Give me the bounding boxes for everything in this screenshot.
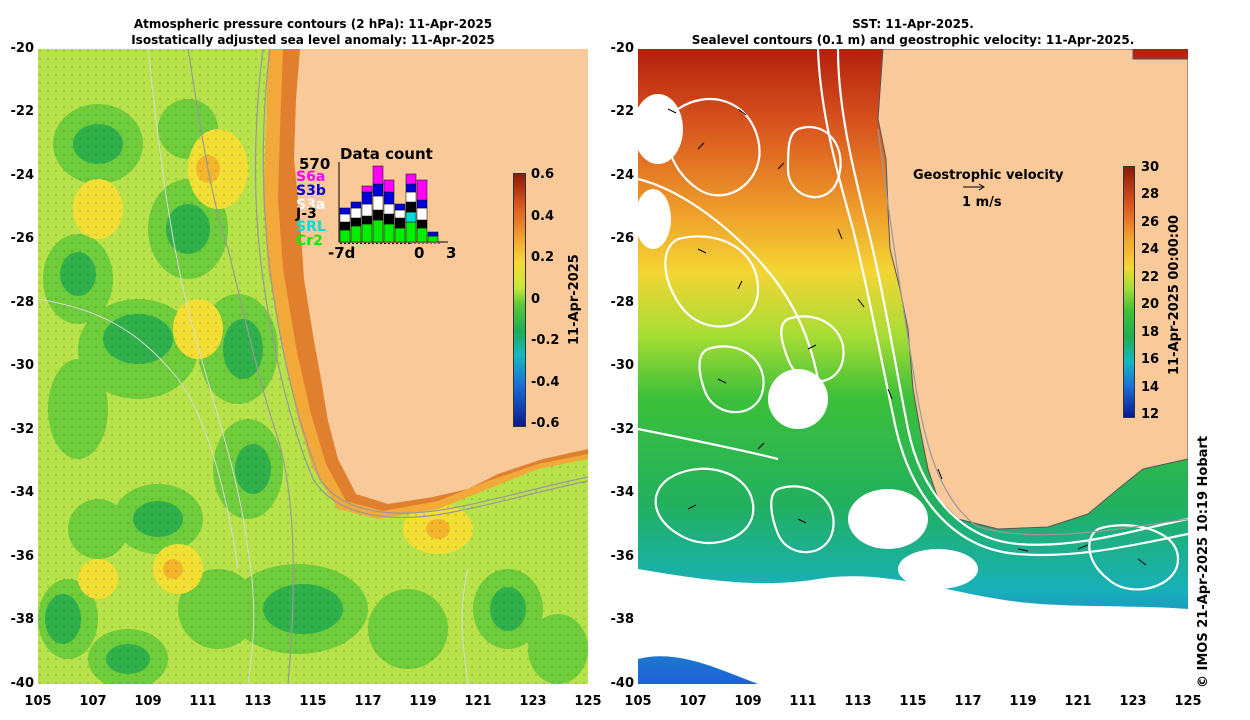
y-tick: -22 (610, 104, 635, 119)
data-count-title: Data count (340, 145, 433, 163)
hist-x-label-end: 3 (446, 244, 457, 262)
y-tick: -38 (10, 612, 35, 627)
cb-tick: 0 (531, 292, 541, 307)
y-tick: -32 (10, 422, 35, 437)
sat-label-s6a: S6a (296, 169, 326, 185)
x-tick: 115 (299, 694, 327, 709)
sat-label-s3b: S3b (296, 183, 326, 199)
cb-tick: 0.6 (531, 167, 555, 182)
y-tick: -32 (610, 422, 635, 437)
y-tick: -24 (610, 168, 635, 183)
right-title-line1: SST: 11-Apr-2025. (852, 17, 974, 31)
x-tick: 119 (409, 694, 437, 709)
sat-label-srl: SRL (296, 219, 326, 235)
y-tick: -28 (10, 295, 35, 310)
y-tick: -40 (610, 676, 635, 691)
y-tick: -20 (610, 41, 635, 56)
x-tick: 111 (789, 694, 817, 709)
y-tick: -24 (10, 168, 35, 183)
cb-tick: 12 (1141, 407, 1160, 422)
x-tick: 123 (519, 694, 547, 709)
y-tick: -30 (610, 358, 635, 373)
cb-tick: 30 (1141, 160, 1160, 175)
x-tick: 105 (24, 694, 52, 709)
left-sea-level-map (38, 49, 588, 684)
x-tick: 125 (1174, 694, 1202, 709)
x-tick: 113 (844, 694, 872, 709)
x-tick: 125 (574, 694, 602, 709)
cb-tick: 26 (1141, 215, 1160, 230)
sst-colorbar-gradient (1123, 166, 1135, 418)
y-tick: -26 (10, 231, 35, 246)
right-sst-map (638, 49, 1188, 684)
x-tick: 121 (464, 694, 492, 709)
x-tick: 111 (189, 694, 217, 709)
y-tick: -26 (610, 231, 635, 246)
cb-tick: 14 (1141, 380, 1160, 395)
x-tick: 123 (1119, 694, 1147, 709)
sea-level-anomaly-field (38, 49, 588, 684)
cb-tick: 28 (1141, 187, 1160, 202)
cb-tick: -0.4 (531, 375, 560, 390)
left-colorbar-label: 11-Apr-2025 (567, 254, 582, 345)
right-title-line2: Sealevel contours (0.1 m) and geostrophi… (691, 33, 1135, 47)
x-tick: 119 (1009, 694, 1037, 709)
sat-label-j3: J-3 (296, 206, 317, 222)
data-count-max: 570 (299, 155, 331, 173)
cb-tick: 24 (1141, 242, 1160, 257)
sat-label-cr2: Cr2 (296, 233, 323, 249)
cb-tick: 20 (1141, 297, 1160, 312)
y-tick: -38 (610, 612, 635, 627)
x-tick: 115 (899, 694, 927, 709)
y-tick: -36 (10, 549, 35, 564)
y-tick: -30 (10, 358, 35, 373)
cb-tick: -0.6 (531, 416, 560, 431)
y-tick: -22 (10, 104, 35, 119)
x-tick: 109 (734, 694, 762, 709)
x-tick: 113 (244, 694, 272, 709)
y-tick: -28 (610, 295, 635, 310)
x-tick: 117 (954, 694, 982, 709)
x-tick: 107 (79, 694, 107, 709)
velocity-scale-arrow-icon (963, 183, 985, 191)
x-tick: 117 (354, 694, 382, 709)
cb-tick: 0.2 (531, 250, 555, 265)
hist-x-label-start: -7d (328, 244, 356, 262)
y-tick: -20 (10, 41, 35, 56)
cb-tick: 0.4 (531, 209, 555, 224)
x-tick: 109 (134, 694, 162, 709)
left-title-line1: Atmospheric pressure contours (2 hPa): 1… (133, 17, 493, 31)
sea-level-colorbar-gradient (513, 173, 526, 427)
cb-tick: 22 (1141, 270, 1160, 285)
velocity-legend-scale: 1 m/s (962, 195, 1002, 210)
y-tick: -34 (10, 485, 35, 500)
y-tick: -36 (610, 549, 635, 564)
hist-x-label-zero: 0 (414, 244, 425, 262)
cb-tick: -0.2 (531, 333, 560, 348)
velocity-legend-title: Geostrophic velocity (913, 168, 1064, 183)
x-tick: 105 (624, 694, 652, 709)
data-count-histogram (338, 162, 448, 244)
y-tick: -34 (610, 485, 635, 500)
imos-credit: © IMOS 21-Apr-2025 10:19 Hobart (1196, 435, 1211, 688)
right-colorbar-label: 11-Apr-2025 00:00:00 (1167, 214, 1182, 375)
x-tick: 107 (679, 694, 707, 709)
x-tick: 121 (1064, 694, 1092, 709)
cb-tick: 18 (1141, 325, 1160, 340)
left-title-line2: Isostatically adjusted sea level anomaly… (131, 33, 495, 47)
cb-tick: 16 (1141, 352, 1160, 367)
sst-field (638, 49, 1188, 684)
sat-label-s3a: S3a (296, 197, 326, 213)
y-tick: -40 (10, 676, 35, 691)
